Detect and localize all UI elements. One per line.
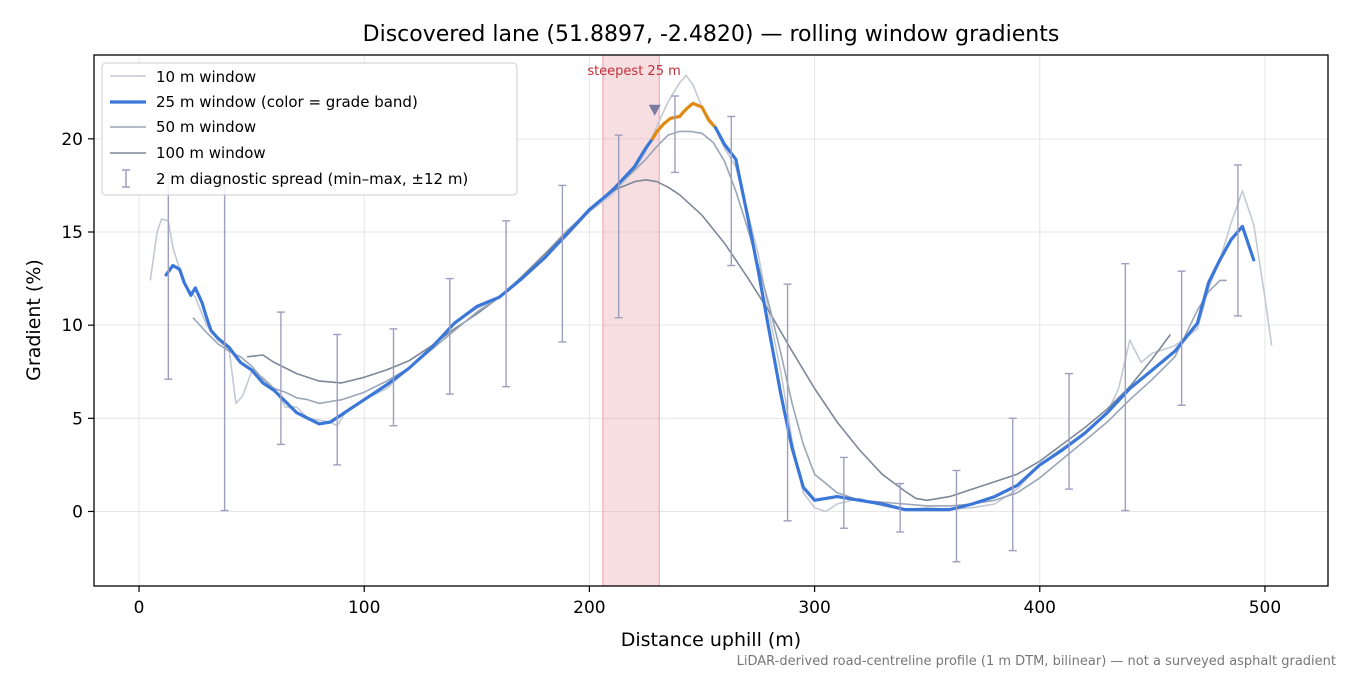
steepest-band [602,54,660,587]
errorbar [445,277,454,395]
errorbar [670,95,679,174]
steepest-label: steepest 25 m [587,64,680,79]
series-line-25m [713,126,1256,512]
errorbar-layer [164,95,1242,563]
errorbar [1065,372,1074,490]
errorbar [783,283,792,522]
errorbar [839,456,848,529]
series-layer [149,74,1273,513]
x-tick-label: 200 [573,598,605,618]
legend-swatch-errorbar [122,169,130,188]
legend-label-w100: 100 m window [156,144,266,162]
errorbar [276,311,285,446]
y-tick-label: 5 [72,409,83,429]
errorbar [1008,417,1017,552]
x-tick-label: 0 [134,598,145,618]
x-tick-label: 100 [348,598,380,618]
legend-label-w50: 50 m window [156,118,256,136]
y-tick-label: 20 [61,130,83,150]
errorbar [333,333,342,466]
errorbar [1121,262,1130,512]
x-tick-label: 400 [1024,598,1056,618]
series-line-25m [164,137,655,426]
errorbar [1177,270,1186,406]
y-axis-label: Gradient (%) [23,259,45,381]
y-tick-label: 15 [61,223,83,243]
errorbar [558,184,567,343]
errorbar [389,328,398,427]
y-tick-label: 10 [61,316,83,336]
chart-title: Discovered lane (51.8897, -2.4820) — rol… [363,22,1060,47]
x-tick-label: 500 [1249,598,1281,618]
marker-layer [648,104,661,116]
errorbar [952,469,961,563]
errorbar [614,134,623,319]
series-line-50m [192,130,1227,507]
series-line-100m [247,179,1172,502]
x-tick-label: 300 [798,598,830,618]
errorbar [727,115,736,267]
plot-frame [93,54,1329,587]
steepest-marker [648,104,661,116]
legend-label-w25: 25 m window (color = grade band) [156,93,418,111]
series-line-25m-steep [650,101,718,141]
legend-box [101,62,518,196]
errorbar [1233,164,1242,317]
footnote: LiDAR-derived road-centreline profile (1… [737,654,1336,669]
tick-layer: 0 100 200 300 400 500 0 5 10 15 20 [61,130,1281,618]
legend-label-errorbar: 2 m diagnostic spread (min–max, ±12 m) [156,170,468,188]
legend-label-w10: 10 m window [156,68,256,86]
y-tick-label: 0 [72,502,83,522]
errorbar [502,220,511,388]
x-axis-label: Distance uphill (m) [621,629,801,651]
legend: 10 m window 25 m window (color = grade b… [101,62,518,196]
errorbar [896,482,905,533]
